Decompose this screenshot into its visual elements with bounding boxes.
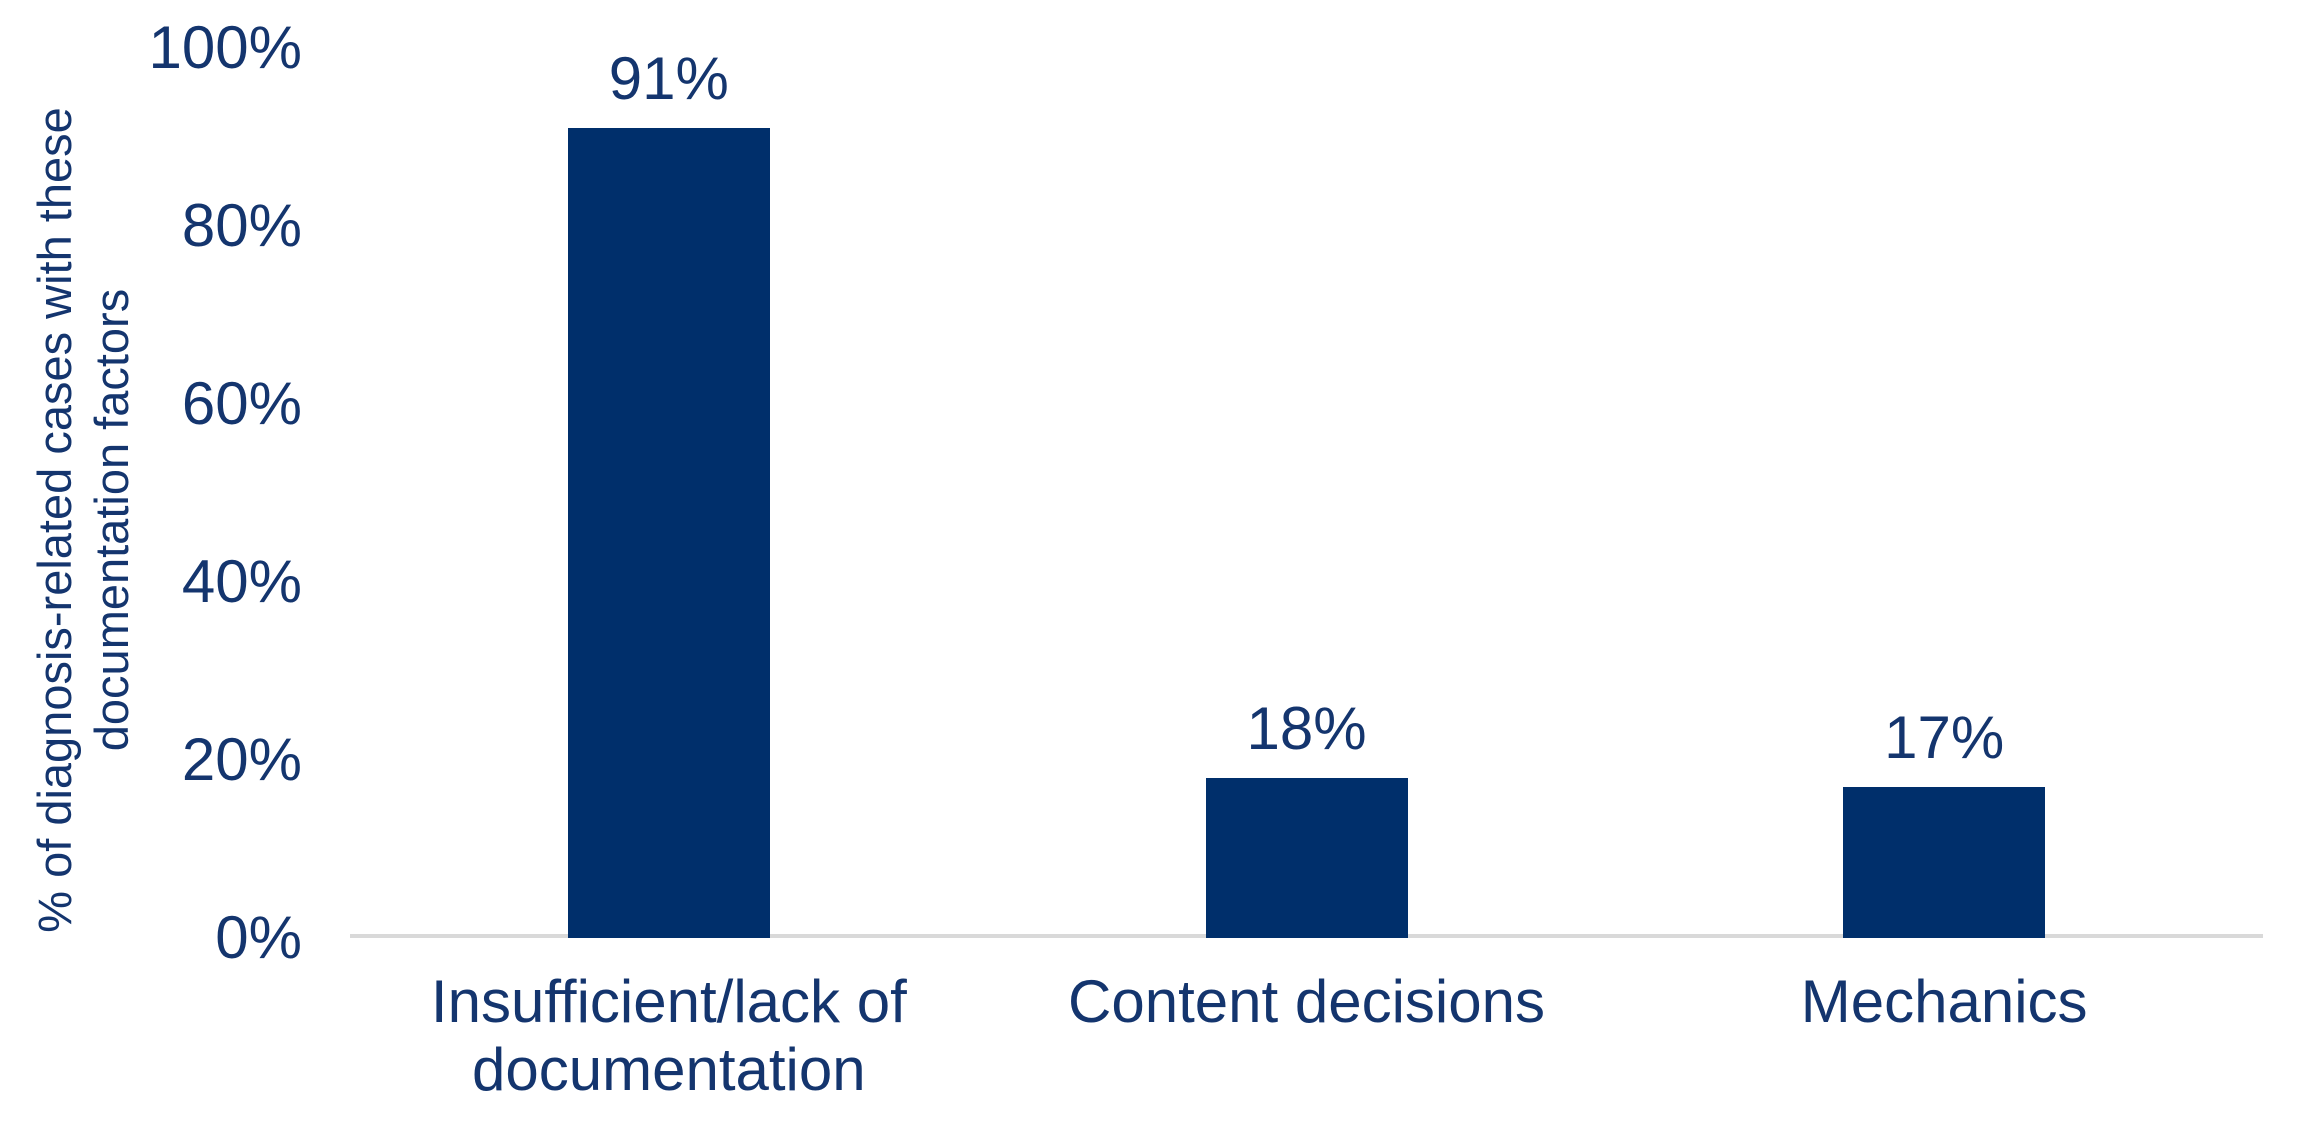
bar-1	[567, 128, 770, 938]
category-label-3: Mechanics	[1800, 968, 2088, 1035]
bar-2	[1205, 777, 1408, 938]
category-label-2: Content decisions	[1068, 968, 1545, 1035]
y-tick-label-60: 60%	[181, 370, 302, 437]
bar-value-label-3: 17%	[1884, 703, 2005, 771]
bar-value-label-1: 91%	[608, 45, 729, 113]
bar-value-label-2: 18%	[1246, 694, 1367, 762]
y-tick-label-0: 0%	[215, 904, 302, 971]
y-axis-title-line-1: % of diagnosis-related cases with these	[28, 107, 81, 933]
category-label-1: Insufficient/lack of documentation	[430, 968, 907, 1103]
bar-3	[1843, 786, 2046, 938]
y-tick-label-100: 100%	[148, 14, 302, 81]
y-tick-label-20: 20%	[181, 726, 302, 793]
y-tick-label-80: 80%	[181, 192, 302, 259]
y-axis-title-line-2: documentation factors	[85, 288, 138, 752]
y-tick-label-40: 40%	[181, 548, 302, 615]
y-axis-title: % of diagnosis-related cases with these …	[26, 20, 140, 1020]
